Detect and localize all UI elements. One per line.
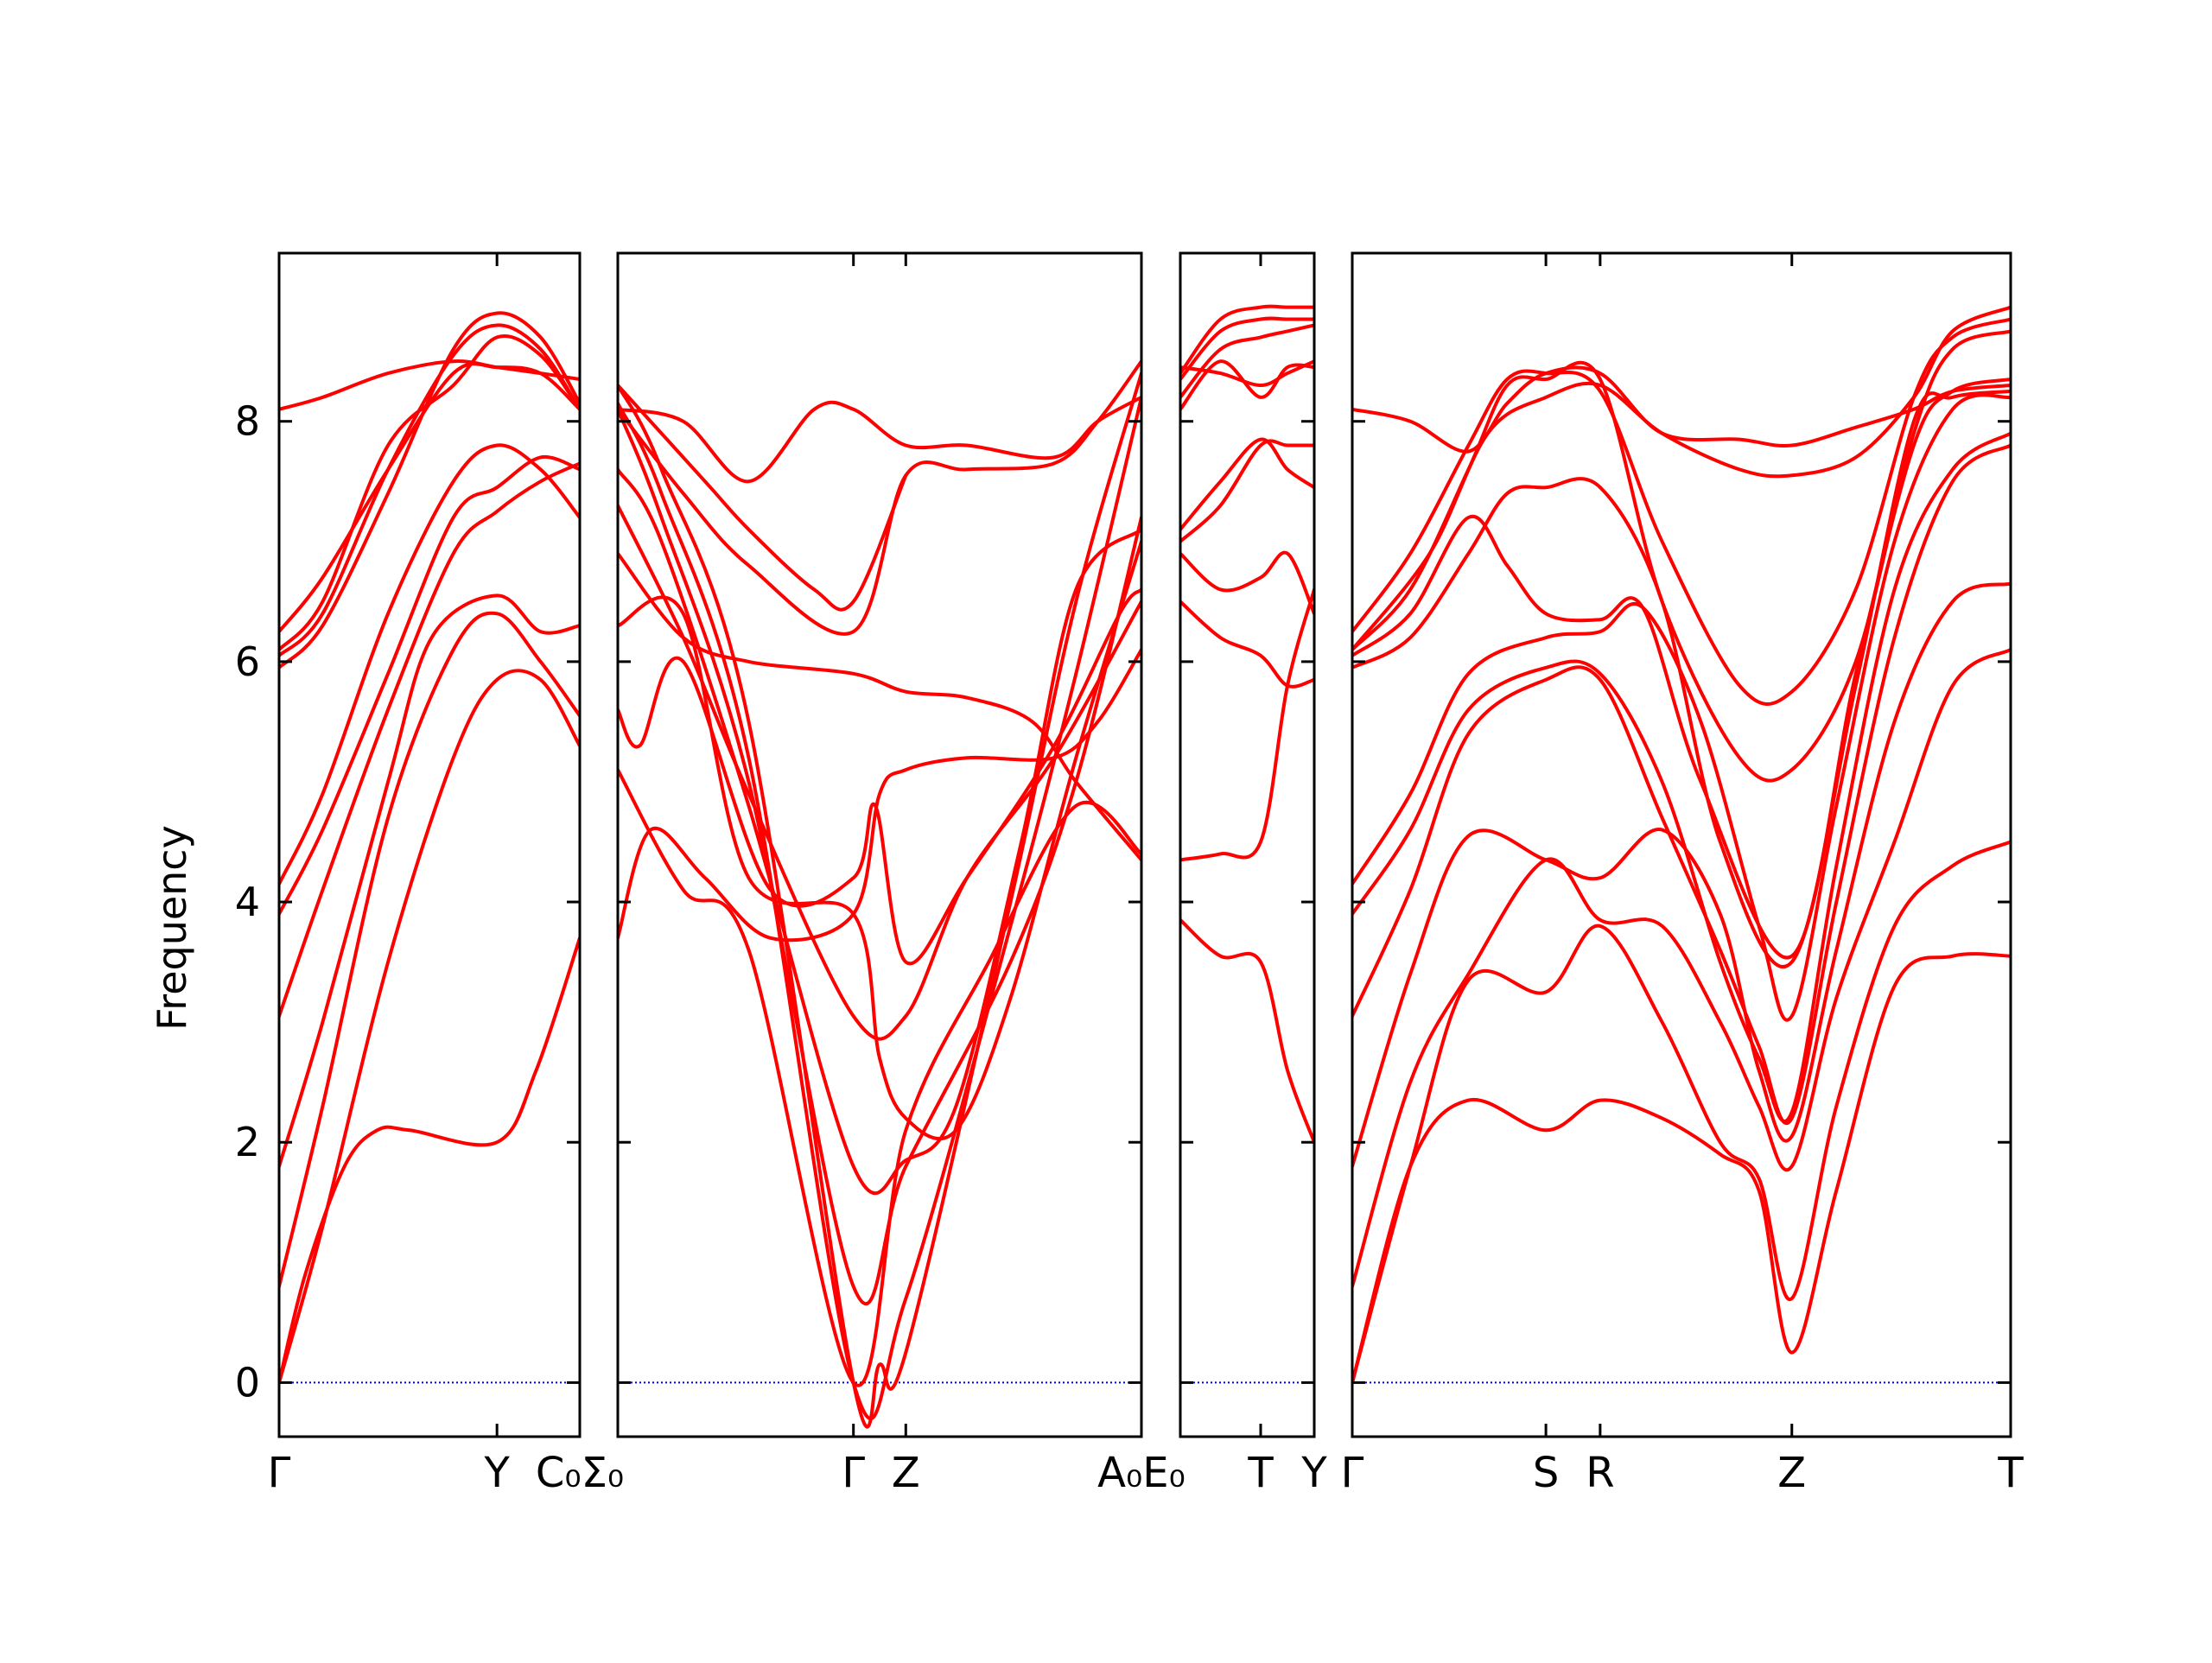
panel-frame	[1351, 251, 2012, 1438]
band-line-2	[279, 669, 580, 1385]
x-tick-label: Γ	[842, 1449, 865, 1497]
band-line-5	[279, 461, 580, 1019]
y-tick-label: 0	[235, 1359, 260, 1406]
band-line-4	[1352, 581, 2011, 1169]
band-line-11	[1180, 359, 1314, 387]
bands-group	[1352, 305, 2011, 1385]
panel-2: Γ Z A₀E₀	[616, 251, 1185, 1497]
band-line-2	[1180, 587, 1314, 862]
band-line-7	[279, 443, 580, 886]
band-line-7	[1180, 359, 1314, 411]
band-line-4	[618, 467, 1141, 1196]
x-tick-label: T	[1997, 1449, 2024, 1497]
band-line-2	[1352, 840, 2011, 1385]
band-line-9	[1180, 316, 1314, 381]
y-tick-label: 6	[235, 638, 260, 685]
band-line-9	[279, 323, 580, 657]
panel-frame	[277, 251, 582, 1438]
x-tick-label: Y	[484, 1449, 511, 1497]
x-tick-label: S	[1533, 1449, 1559, 1497]
band-line-10	[618, 551, 1141, 862]
bands-group	[279, 311, 580, 1385]
band-line-13	[618, 384, 908, 612]
band-line-8	[1180, 323, 1314, 399]
band-line-10	[279, 334, 580, 651]
x-tick-label: T	[1247, 1449, 1274, 1497]
band-line-9	[618, 648, 1141, 943]
y-axis-label: Frequency	[149, 825, 195, 1031]
band-line-1	[1180, 917, 1314, 1145]
band-line-1	[1352, 952, 2011, 1385]
band-line-4	[1180, 550, 1314, 616]
x-tick-label: Γ	[1341, 1449, 1364, 1497]
y-tick-label: 4	[235, 879, 260, 925]
band-line-1	[279, 936, 580, 1385]
x-tick-label: R	[1586, 1449, 1614, 1497]
x-tick-label: Z	[1777, 1449, 1806, 1497]
panel-frame	[1179, 251, 1316, 1438]
band-line-11	[1352, 317, 2011, 706]
band-line-5	[1180, 437, 1314, 531]
panel-frame	[616, 251, 1143, 1438]
band-line-3	[1352, 648, 2011, 1289]
band-line-6	[1180, 439, 1314, 543]
band-line-5	[1352, 443, 2011, 1126]
panel-1: Γ Y C₀Σ₀ 0 2 4 6 8	[235, 251, 624, 1497]
band-line-3	[618, 407, 1141, 1305]
band-line-10	[1180, 304, 1314, 376]
band-line-12	[279, 359, 580, 411]
band-line-13	[1352, 365, 2011, 454]
band-line-7	[1352, 393, 2011, 1022]
y-tick-label: 8	[235, 398, 260, 445]
bands-group	[618, 359, 1141, 1429]
x-tick-label: Z	[892, 1449, 920, 1497]
x-tick-label: C₀Σ₀	[536, 1449, 624, 1497]
band-line-6	[1352, 431, 2011, 1123]
band-line-1	[618, 371, 1141, 1429]
x-tick-label: Γ	[268, 1449, 291, 1497]
band-line-3	[1180, 600, 1314, 689]
x-tick-label: Y	[1300, 1449, 1327, 1497]
bands-group	[1180, 304, 1314, 1145]
band-line-8	[618, 768, 1141, 1387]
x-tick-label: A₀E₀	[1097, 1449, 1185, 1497]
band-line-3	[279, 611, 580, 1289]
band-line-12	[618, 395, 1141, 484]
band-line-2	[618, 395, 1141, 1421]
y-tick-label: 2	[235, 1119, 260, 1165]
band-line-4	[279, 593, 580, 1169]
